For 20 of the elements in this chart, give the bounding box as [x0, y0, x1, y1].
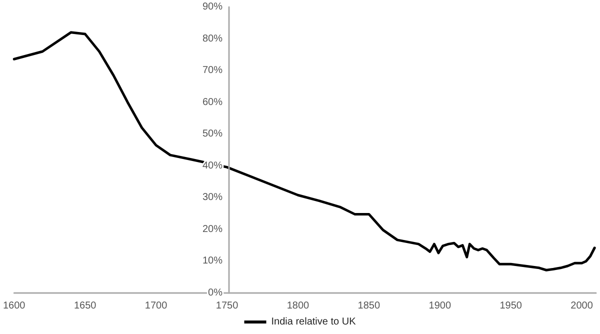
y-tick-label: 0% [208, 288, 223, 298]
x-tick-label: 1700 [144, 300, 168, 312]
line-series [12, 31, 596, 272]
y-tick-label: 50% [202, 128, 223, 140]
y-tick-label: 80% [202, 33, 223, 44]
y-tick-label: 10% [202, 256, 223, 267]
y-tick-label: 70% [202, 65, 223, 76]
x-tick-label: 2000 [570, 300, 594, 312]
y-tick-label: 60% [202, 96, 223, 108]
x-tick-label: 1800 [286, 300, 310, 312]
x-tick-label: 1850 [358, 300, 380, 312]
y-tick-label: 30% [202, 192, 223, 204]
x-tick-label: 1900 [428, 300, 452, 312]
legend-label: India relative to UK [271, 316, 356, 328]
x-tick-label: 1950 [500, 300, 522, 312]
x-tick-label: 1650 [74, 300, 97, 312]
y-tick-label: 20% [202, 224, 223, 235]
x-tick-label: 1600 [3, 300, 26, 312]
x-tick-label: 1750 [216, 300, 239, 312]
y-tick-label: 90% [202, 2, 223, 12]
